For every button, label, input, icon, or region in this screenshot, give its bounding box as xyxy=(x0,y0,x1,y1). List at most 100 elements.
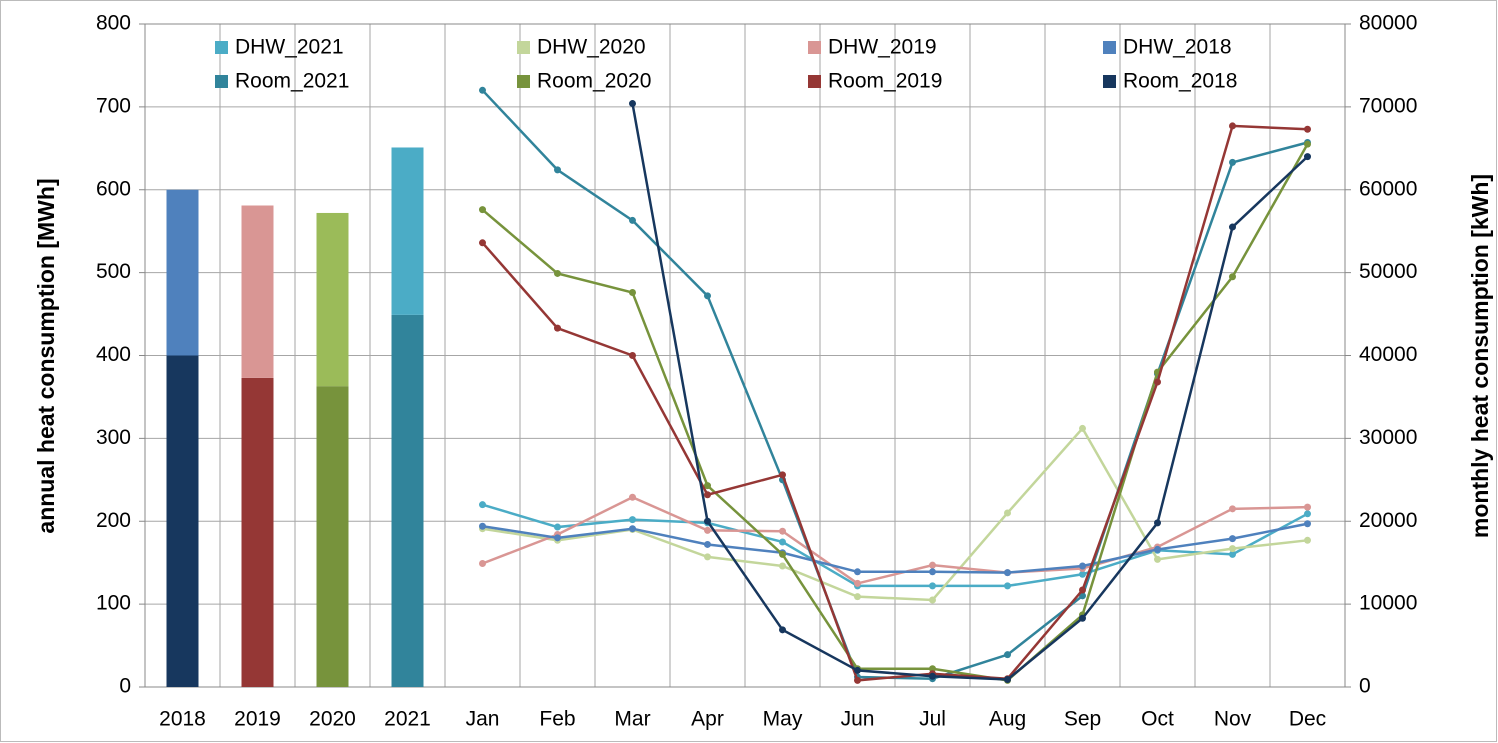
series-line xyxy=(631,103,1309,681)
point xyxy=(479,560,486,568)
point xyxy=(779,626,786,634)
point xyxy=(929,561,936,569)
y-tick-label: 200 xyxy=(96,509,131,532)
point xyxy=(1004,582,1011,590)
point xyxy=(479,86,486,94)
point xyxy=(704,540,711,548)
legend-label: DHW_2018 xyxy=(1123,36,1232,59)
point xyxy=(629,352,636,359)
point xyxy=(1154,545,1161,553)
point xyxy=(704,491,711,499)
bar-segment xyxy=(316,386,349,687)
x-tick-label: Jun xyxy=(841,708,875,731)
point xyxy=(1154,519,1161,527)
point xyxy=(1229,550,1236,558)
x-tick-label: 2021 xyxy=(384,708,431,731)
point xyxy=(779,550,786,558)
point xyxy=(554,324,561,332)
point xyxy=(779,538,786,546)
y-tick-label: 800 xyxy=(96,12,131,35)
bar-segment xyxy=(391,147,424,315)
point xyxy=(779,562,786,570)
x-tick-label: Jan xyxy=(466,708,500,731)
y2-tick-label: 70000 xyxy=(1359,94,1417,117)
y-tick-label: 500 xyxy=(96,260,131,283)
point xyxy=(1229,545,1236,553)
legend-swatch xyxy=(517,41,530,54)
plot-frame xyxy=(144,23,1346,688)
x-tick-label: Mar xyxy=(614,708,650,731)
legend-swatch xyxy=(808,75,821,88)
legend-swatch xyxy=(808,41,821,54)
bar-segment xyxy=(166,355,199,687)
bar-segment xyxy=(241,205,274,378)
bar-segment xyxy=(391,314,424,687)
point xyxy=(704,526,711,534)
legend-swatch xyxy=(517,75,530,88)
legend-label: DHW_2020 xyxy=(537,36,646,59)
y-tick-label: 600 xyxy=(96,177,131,200)
y2-tick-label: 0 xyxy=(1359,675,1371,698)
point xyxy=(1229,505,1236,513)
point xyxy=(704,553,711,561)
point xyxy=(779,471,786,479)
point xyxy=(1229,535,1236,543)
y-tick-label: 400 xyxy=(96,343,131,366)
y-axis-label: annual heat consumption [MWh] xyxy=(33,178,59,533)
point xyxy=(929,582,936,590)
series-line xyxy=(481,143,1309,682)
point xyxy=(779,527,786,535)
lines xyxy=(479,86,1311,684)
point xyxy=(929,672,936,680)
point xyxy=(1304,510,1311,518)
point xyxy=(1004,509,1011,517)
point xyxy=(854,568,861,576)
series-line xyxy=(482,522,1308,574)
legend-swatch xyxy=(1103,41,1116,54)
y2-tick-label: 80000 xyxy=(1359,12,1417,35)
point xyxy=(854,579,861,587)
y2-tick-label: 20000 xyxy=(1359,509,1417,532)
y2-tick-label: 10000 xyxy=(1359,592,1417,615)
y2-tick-label: 50000 xyxy=(1359,260,1417,283)
series-line xyxy=(482,503,1309,588)
x-tick-label: Jul xyxy=(919,708,946,731)
point xyxy=(1079,592,1086,600)
y2-tick-label: 60000 xyxy=(1359,177,1417,200)
point xyxy=(554,523,561,531)
x-tick-label: Dec xyxy=(1289,708,1326,731)
legend-swatch xyxy=(215,75,228,88)
y-tick-label: 300 xyxy=(96,426,131,449)
point xyxy=(1004,676,1011,684)
series-line xyxy=(482,495,1308,585)
point xyxy=(1304,536,1311,544)
point xyxy=(854,593,861,601)
legend-label: Room_2018 xyxy=(1123,70,1237,93)
point xyxy=(1304,520,1311,528)
bar-segment xyxy=(166,189,199,356)
legend-label: Room_2021 xyxy=(235,70,349,93)
point xyxy=(1229,273,1236,281)
y2-tick-label: 40000 xyxy=(1359,343,1417,366)
point xyxy=(929,665,936,673)
point xyxy=(1079,586,1086,594)
point xyxy=(479,501,486,509)
point xyxy=(629,216,636,224)
point xyxy=(1004,651,1011,659)
legend-label: Room_2020 xyxy=(537,70,651,93)
point xyxy=(629,525,636,533)
point xyxy=(479,239,486,247)
point xyxy=(629,289,636,297)
bar-segment xyxy=(241,377,274,687)
x-tick-label: Oct xyxy=(1141,708,1174,731)
x-tick-label: Aug xyxy=(989,708,1026,731)
point xyxy=(1304,125,1311,133)
point xyxy=(1229,158,1236,166)
point xyxy=(704,517,711,525)
x-tick-label: May xyxy=(763,708,803,731)
y2-tick-label: 30000 xyxy=(1359,426,1417,449)
point xyxy=(1079,570,1086,578)
point xyxy=(1004,569,1011,577)
legend-label: DHW_2019 xyxy=(828,36,937,59)
